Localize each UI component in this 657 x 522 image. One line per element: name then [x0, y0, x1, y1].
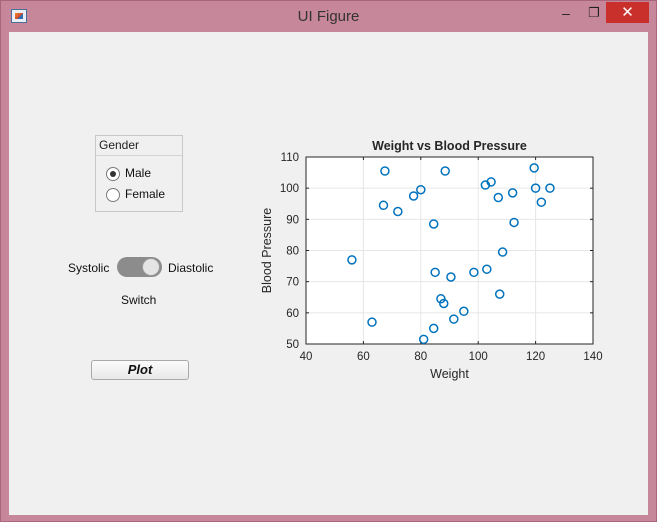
- data-point: [530, 183, 541, 193]
- data-point: [446, 272, 456, 282]
- data-point: [430, 267, 440, 278]
- x-axis-label: Weight: [430, 367, 469, 381]
- data-point: [494, 289, 505, 299]
- x-tick-label: 80: [414, 351, 427, 363]
- title-bar[interactable]: UI Figure – ❐ ✕: [1, 1, 656, 32]
- x-tick-label: 60: [357, 351, 370, 363]
- data-point: [367, 317, 377, 327]
- switch-caption: Switch: [121, 293, 157, 307]
- data-point: [449, 314, 459, 324]
- data-point: [439, 298, 449, 309]
- data-point: [428, 219, 439, 229]
- data-point: [380, 166, 390, 176]
- data-point: [428, 323, 439, 334]
- data-markers: [347, 163, 555, 345]
- y-tick-label: 50: [286, 339, 299, 351]
- female-radio-button[interactable]: [106, 188, 120, 202]
- matlab-logo-icon: [11, 9, 27, 23]
- y-tick-label: 80: [286, 246, 299, 258]
- x-tick-label: 40: [300, 351, 313, 363]
- toggle-knob[interactable]: [142, 258, 160, 276]
- data-point: [378, 200, 389, 211]
- plot-button[interactable]: Plot: [91, 360, 189, 380]
- data-point: [529, 163, 539, 173]
- figure-canvas: Gender Male Female Systolic Diastolic Sw…: [9, 32, 648, 515]
- weight-bp-scatter-chart[interactable]: 40 60 80 100 120 140 50 60 70 80 90 100 110 Weight v…: [9, 32, 648, 515]
- gender-divider: [96, 155, 182, 156]
- x-tick-label: 120: [526, 351, 545, 363]
- gender-group-title: Gender: [99, 138, 140, 152]
- male-radio-label[interactable]: Male: [125, 166, 152, 180]
- grid-lines: [306, 157, 593, 344]
- switch-right-label: Diastolic: [168, 261, 214, 275]
- data-point: [486, 177, 496, 187]
- data-point: [418, 334, 429, 345]
- close-icon[interactable]: ✕: [606, 2, 649, 23]
- y-tick-label: 60: [286, 308, 299, 320]
- data-point: [507, 188, 518, 198]
- y-tick-label: 70: [286, 277, 299, 289]
- x-tick-label: 140: [583, 351, 602, 363]
- data-point: [509, 217, 519, 228]
- data-point: [416, 184, 426, 195]
- male-radio-button[interactable]: [106, 167, 120, 181]
- data-point: [469, 267, 479, 278]
- minimize-icon[interactable]: –: [562, 5, 570, 21]
- chart-title: Weight vs Blood Pressure: [372, 139, 527, 153]
- axis-ticks: 40 60 80 100 120 140 50 60 70 80 90 100 110: [280, 152, 603, 363]
- switch-left-label: Systolic: [68, 261, 110, 275]
- data-point: [493, 192, 504, 203]
- x-tick-label: 100: [469, 351, 488, 363]
- data-point: [393, 206, 403, 217]
- data-point: [436, 294, 446, 304]
- data-point: [482, 264, 492, 274]
- data-point: [459, 306, 469, 317]
- y-axis-label: Blood Pressure: [260, 208, 274, 294]
- data-point: [497, 247, 508, 257]
- maximize-icon[interactable]: ❐: [588, 5, 600, 20]
- data-point: [545, 183, 555, 193]
- systolic-diastolic-toggle[interactable]: [117, 257, 162, 277]
- data-point: [536, 197, 547, 207]
- y-tick-label: 110: [281, 152, 299, 164]
- gender-button-group: Gender Male Female: [95, 135, 183, 212]
- window-title: UI Figure: [297, 8, 360, 25]
- data-point: [440, 166, 450, 176]
- data-point: [347, 255, 357, 265]
- data-point: [408, 191, 419, 201]
- female-radio-label[interactable]: Female: [125, 187, 166, 201]
- y-tick-label: 90: [286, 214, 299, 226]
- y-tick-label: 100: [280, 183, 299, 195]
